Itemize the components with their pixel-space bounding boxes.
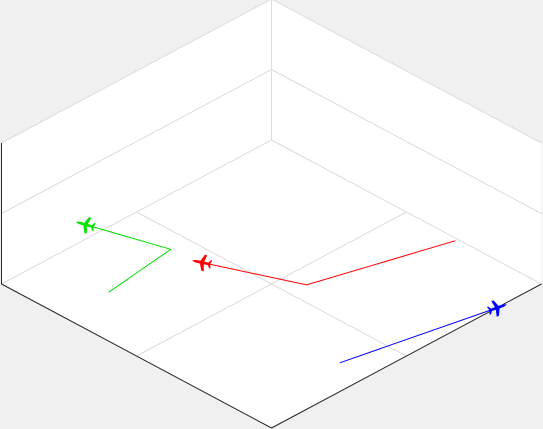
trajectory-line-2: [84, 224, 172, 293]
floor-front-axes: [1, 283, 542, 429]
axis-lines: [1, 143, 542, 429]
grid-top-edge: [1, 0, 542, 144]
aircraft-marker-2: [75, 217, 96, 234]
aircraft-marker-3: [486, 300, 508, 317]
grid-floor-mid-y: [136, 211, 407, 357]
aircraft-markers: [75, 217, 508, 317]
trajectory-line-1: [201, 240, 456, 286]
grid-lines: [1, 0, 542, 357]
trajectories: [84, 224, 499, 364]
trajectory-line-3: [339, 307, 499, 364]
aircraft-marker-1: [191, 254, 213, 272]
